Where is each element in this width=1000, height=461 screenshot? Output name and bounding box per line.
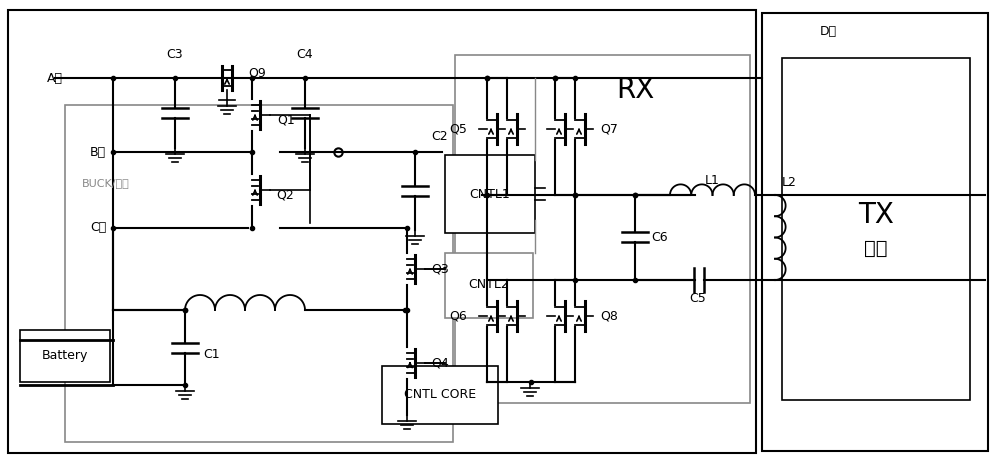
Bar [762,13,988,451]
Bar [382,366,498,424]
Text: Q1: Q1 [277,113,295,126]
Text: CNTL2: CNTL2 [469,278,509,291]
Text: C3: C3 [167,48,183,61]
Text: Q6: Q6 [449,309,467,323]
Text: C端: C端 [90,221,106,235]
Bar [782,58,970,400]
Text: Q4: Q4 [431,356,449,369]
Text: 输入: 输入 [864,238,888,258]
Text: Q5: Q5 [449,123,467,136]
Text: L1: L1 [705,175,719,188]
Text: BUCK/直通: BUCK/直通 [82,178,130,188]
Bar [20,330,110,382]
Text: C1: C1 [203,349,220,361]
Text: Q2: Q2 [276,189,294,201]
Text: CNTL CORE: CNTL CORE [404,389,476,402]
Text: C2: C2 [431,130,448,143]
Text: C5: C5 [690,291,706,305]
Text: B端: B端 [90,146,106,159]
Text: C4: C4 [297,48,313,61]
Text: L2: L2 [782,177,796,189]
Text: C6: C6 [651,231,668,244]
Bar [455,55,750,403]
Bar [445,155,535,233]
Text: D端: D端 [819,25,837,39]
Bar [8,10,756,453]
Text: Q9: Q9 [248,66,266,79]
Text: CNTL1: CNTL1 [470,188,510,201]
Bar [65,105,453,442]
Text: A端: A端 [47,71,63,84]
Text: Q8: Q8 [600,309,618,323]
Text: Battery: Battery [42,349,88,362]
Text: Q7: Q7 [600,123,618,136]
Text: Q3: Q3 [431,262,449,276]
Bar [445,253,533,318]
Text: RX: RX [616,76,654,104]
Text: TX: TX [858,201,894,229]
